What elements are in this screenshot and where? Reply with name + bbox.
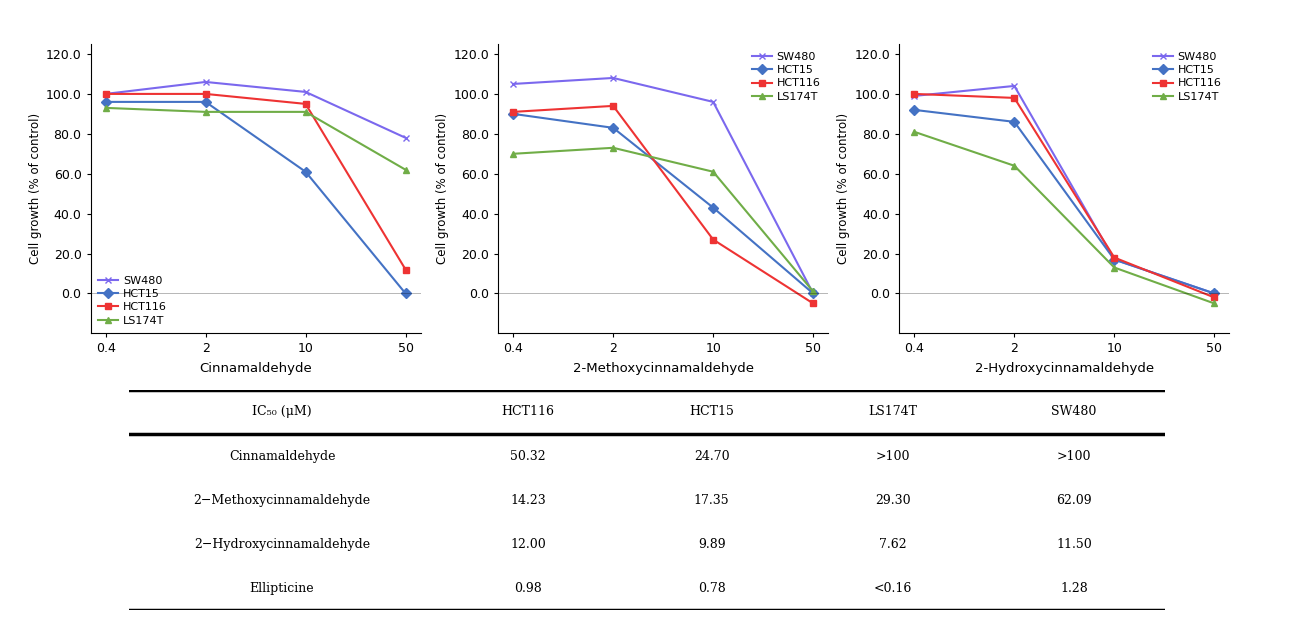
Text: 9.89: 9.89 bbox=[697, 538, 726, 550]
SW480 bbox=[1106, 256, 1122, 264]
Text: HCT15: HCT15 bbox=[690, 406, 734, 418]
HCT15 bbox=[907, 106, 923, 114]
Legend: SW480, HCT15, HCT116, LS174T: SW480, HCT15, HCT116, LS174T bbox=[748, 47, 824, 106]
LS174T bbox=[907, 128, 923, 136]
LS174T bbox=[606, 144, 621, 152]
LS174T bbox=[1206, 299, 1222, 307]
Line: LS174T: LS174T bbox=[911, 128, 1218, 307]
LS174T bbox=[506, 150, 521, 157]
HCT15 bbox=[397, 290, 413, 298]
Text: 50.32: 50.32 bbox=[510, 450, 546, 462]
LS174T bbox=[298, 108, 313, 116]
SW480 bbox=[397, 134, 413, 142]
Text: <0.16: <0.16 bbox=[873, 582, 912, 594]
SW480 bbox=[907, 92, 923, 99]
Y-axis label: Cell growth (% of control): Cell growth (% of control) bbox=[436, 113, 449, 264]
LS174T bbox=[805, 287, 820, 295]
Y-axis label: Cell growth (% of control): Cell growth (% of control) bbox=[837, 113, 850, 264]
HCT15 bbox=[506, 110, 521, 118]
Text: 2−Hydroxycinnamaldehyde: 2−Hydroxycinnamaldehyde bbox=[194, 538, 370, 550]
Text: >100: >100 bbox=[1057, 450, 1091, 462]
Line: HCT15: HCT15 bbox=[510, 111, 817, 297]
SW480 bbox=[98, 90, 114, 97]
Text: 0.78: 0.78 bbox=[697, 582, 726, 594]
Text: 17.35: 17.35 bbox=[694, 494, 730, 506]
Text: LS174T: LS174T bbox=[868, 406, 917, 418]
HCT15 bbox=[705, 204, 721, 211]
Text: Cinnamaldehyde: Cinnamaldehyde bbox=[229, 450, 335, 462]
X-axis label: 2-Methoxycinnamaldehyde: 2-Methoxycinnamaldehyde bbox=[573, 362, 753, 376]
HCT116 bbox=[705, 236, 721, 243]
X-axis label: 2-Hydroxycinnamaldehyde: 2-Hydroxycinnamaldehyde bbox=[974, 362, 1154, 376]
Text: 12.00: 12.00 bbox=[510, 538, 546, 550]
Line: HCT15: HCT15 bbox=[911, 106, 1218, 297]
Line: SW480: SW480 bbox=[102, 79, 409, 142]
Line: HCT116: HCT116 bbox=[510, 103, 817, 307]
HCT15 bbox=[98, 98, 114, 106]
HCT15 bbox=[1106, 256, 1122, 264]
Text: 24.70: 24.70 bbox=[694, 450, 730, 462]
LS174T bbox=[397, 166, 413, 174]
HCT116 bbox=[98, 90, 114, 97]
Legend: SW480, HCT15, HCT116, LS174T: SW480, HCT15, HCT116, LS174T bbox=[94, 271, 171, 330]
Text: 1.28: 1.28 bbox=[1060, 582, 1088, 594]
Text: Ellipticine: Ellipticine bbox=[250, 582, 314, 594]
SW480 bbox=[1206, 290, 1222, 298]
SW480 bbox=[606, 74, 621, 82]
SW480 bbox=[805, 290, 820, 298]
SW480 bbox=[705, 98, 721, 106]
HCT15 bbox=[1007, 118, 1022, 126]
LS174T bbox=[705, 168, 721, 175]
Text: HCT116: HCT116 bbox=[502, 406, 554, 418]
SW480 bbox=[506, 80, 521, 87]
HCT116 bbox=[298, 100, 313, 108]
HCT116 bbox=[606, 102, 621, 109]
LS174T bbox=[98, 104, 114, 112]
HCT116 bbox=[397, 265, 413, 273]
HCT116 bbox=[506, 108, 521, 116]
HCT116 bbox=[907, 90, 923, 97]
X-axis label: Cinnamaldehyde: Cinnamaldehyde bbox=[199, 362, 312, 376]
HCT15 bbox=[198, 98, 214, 106]
Line: HCT116: HCT116 bbox=[102, 91, 409, 273]
HCT116 bbox=[1007, 94, 1022, 102]
HCT116 bbox=[198, 90, 214, 97]
Text: SW480: SW480 bbox=[1051, 406, 1097, 418]
HCT116 bbox=[1106, 253, 1122, 261]
Text: 62.09: 62.09 bbox=[1056, 494, 1092, 506]
HCT116 bbox=[1206, 294, 1222, 301]
Line: SW480: SW480 bbox=[911, 82, 1218, 297]
Text: 11.50: 11.50 bbox=[1056, 538, 1092, 550]
Text: 29.30: 29.30 bbox=[875, 494, 911, 506]
Legend: SW480, HCT15, HCT116, LS174T: SW480, HCT15, HCT116, LS174T bbox=[1149, 47, 1225, 106]
Line: SW480: SW480 bbox=[510, 74, 817, 297]
HCT15 bbox=[1206, 290, 1222, 298]
Line: LS174T: LS174T bbox=[510, 144, 817, 295]
LS174T bbox=[1007, 162, 1022, 170]
SW480 bbox=[1007, 82, 1022, 90]
LS174T bbox=[1106, 264, 1122, 271]
SW480 bbox=[298, 88, 313, 96]
Line: LS174T: LS174T bbox=[102, 104, 409, 173]
Y-axis label: Cell growth (% of control): Cell growth (% of control) bbox=[28, 113, 41, 264]
SW480 bbox=[198, 78, 214, 86]
HCT15 bbox=[606, 124, 621, 131]
Text: >100: >100 bbox=[876, 450, 910, 462]
Text: 2−Methoxycinnamaldehyde: 2−Methoxycinnamaldehyde bbox=[194, 494, 370, 506]
LS174T bbox=[198, 108, 214, 116]
HCT116 bbox=[805, 299, 820, 307]
HCT15 bbox=[805, 290, 820, 298]
HCT15 bbox=[298, 168, 313, 175]
Text: IC₅₀ (μM): IC₅₀ (μM) bbox=[252, 406, 312, 418]
Line: HCT15: HCT15 bbox=[102, 98, 409, 297]
Text: 0.98: 0.98 bbox=[514, 582, 542, 594]
Text: 14.23: 14.23 bbox=[510, 494, 546, 506]
Line: HCT116: HCT116 bbox=[911, 91, 1218, 301]
Text: 7.62: 7.62 bbox=[879, 538, 907, 550]
